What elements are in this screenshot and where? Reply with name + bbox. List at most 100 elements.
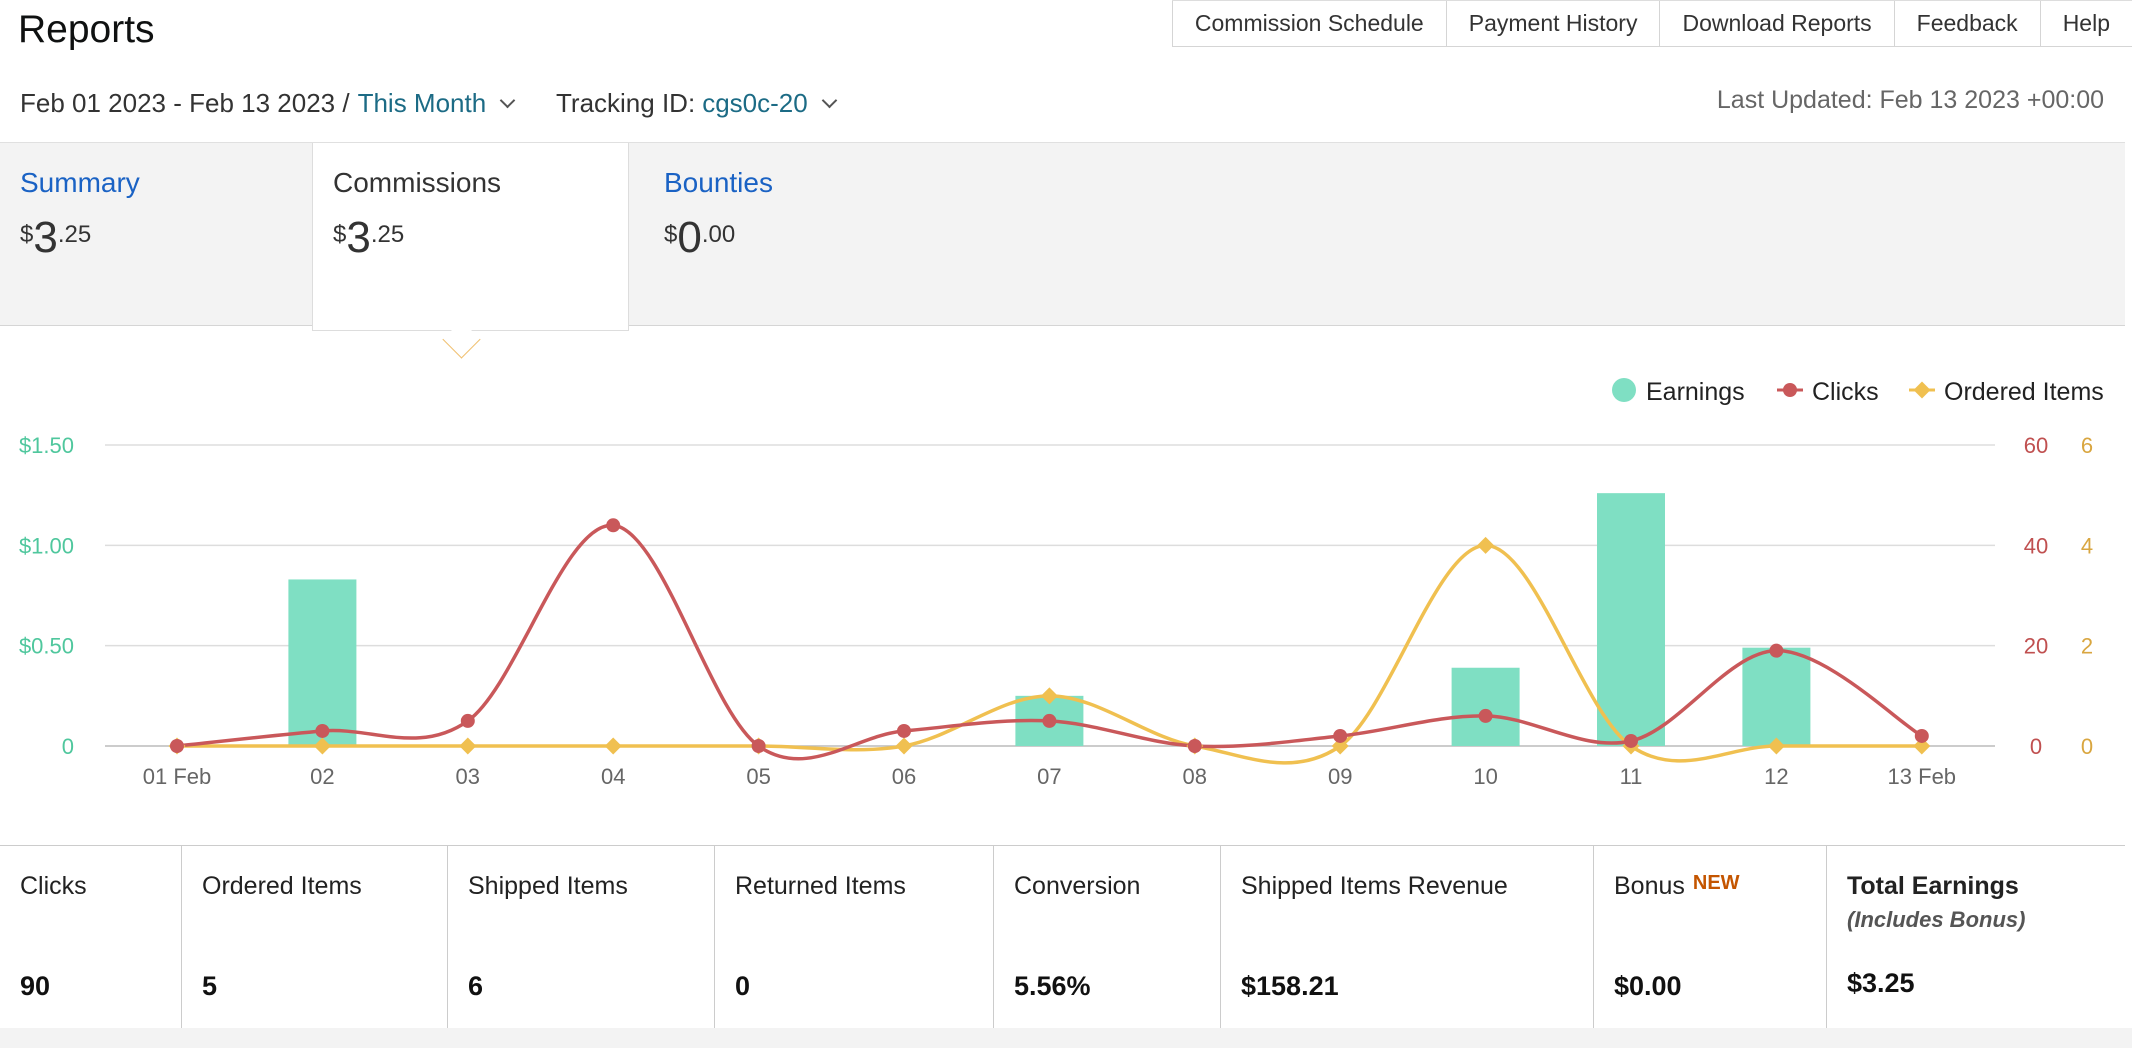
tab-feedback[interactable]: Feedback bbox=[1893, 1, 2040, 47]
x-tick-label: 10 bbox=[1473, 764, 1497, 789]
stat-conversion: Conversion 5.56% bbox=[994, 846, 1221, 1028]
bounties-tab[interactable]: Bounties $ 0 .00 bbox=[644, 143, 964, 325]
footer-band bbox=[0, 1028, 2132, 1048]
stat-shipped-revenue: Shipped Items Revenue $158.21 bbox=[1221, 846, 1594, 1028]
clicks-point bbox=[1914, 728, 1929, 743]
legend-marker-ordered bbox=[1913, 381, 1931, 399]
ordered-items-point bbox=[1477, 536, 1495, 554]
ordered-items-point bbox=[1331, 737, 1349, 755]
clicks-point bbox=[1769, 643, 1784, 658]
stat-label: Returned Items bbox=[735, 872, 906, 900]
clicks-point bbox=[315, 723, 330, 738]
x-tick-label: 08 bbox=[1183, 764, 1207, 789]
amount-fraction: .25 bbox=[57, 221, 92, 248]
currency-symbol: $ bbox=[20, 221, 34, 248]
x-tick-label: 02 bbox=[310, 764, 334, 789]
x-tick-label: 07 bbox=[1037, 764, 1061, 789]
clicks-point bbox=[1478, 708, 1493, 723]
clicks-point bbox=[1187, 739, 1202, 753]
period-dropdown[interactable]: This Month bbox=[357, 88, 487, 118]
amount-whole: 3 bbox=[346, 213, 371, 262]
tab-help[interactable]: Help bbox=[2039, 1, 2132, 47]
x-tick-label: 11 bbox=[1620, 764, 1643, 789]
stat-total-earnings: Total Earnings (Includes Bonus) $3.25 bbox=[1827, 846, 2125, 1028]
earnings-bar bbox=[1597, 493, 1665, 746]
stats-bar: Clicks 90 Ordered Items 5 Shipped Items … bbox=[0, 845, 2125, 1029]
clicks-point bbox=[751, 739, 766, 753]
y-right-ordered-tick-label: 6 bbox=[2081, 433, 2093, 458]
x-tick-label: 04 bbox=[601, 764, 625, 789]
header-tabs: Commission Schedule Payment History Down… bbox=[1171, 0, 2132, 48]
x-tick-label: 03 bbox=[456, 764, 480, 789]
tab-payment-history[interactable]: Payment History bbox=[1445, 1, 1660, 47]
clicks-point bbox=[1624, 733, 1638, 748]
stat-value: $3.25 bbox=[1847, 968, 1915, 998]
tracking-id-selector[interactable]: Tracking ID: cgs0c-20 bbox=[556, 88, 849, 119]
stat-label: Shipped Items Revenue bbox=[1241, 872, 1508, 900]
stat-ordered-items: Ordered Items 5 bbox=[182, 846, 448, 1028]
clicks-point bbox=[170, 739, 184, 753]
ordered-items-point bbox=[313, 737, 331, 755]
stat-value: 0 bbox=[735, 971, 751, 1001]
clicks-point bbox=[897, 723, 911, 738]
summary-label[interactable]: Summary bbox=[20, 167, 140, 198]
currency-symbol: $ bbox=[664, 221, 678, 248]
stat-label: Ordered Items bbox=[202, 872, 362, 900]
y-right-ordered-tick-label: 4 bbox=[2081, 533, 2093, 558]
x-tick-label: 13 Feb bbox=[1888, 764, 1957, 789]
chevron-down-icon[interactable] bbox=[821, 92, 837, 109]
x-tick-label: 12 bbox=[1764, 764, 1788, 789]
stat-value: 6 bbox=[468, 971, 484, 1001]
legend-marker-clicks bbox=[1783, 383, 1797, 397]
summary-band: Summary $ 3 .25 Commissions $ 3 .25 Boun… bbox=[0, 142, 2125, 331]
commissions-tab[interactable]: Commissions $ 3 .25 bbox=[312, 143, 629, 331]
x-tick-label: 05 bbox=[746, 764, 770, 789]
tracking-id-dropdown[interactable]: cgs0c-20 bbox=[702, 88, 808, 118]
stat-value: $0.00 bbox=[1614, 971, 1682, 1001]
stat-label: Clicks bbox=[20, 872, 87, 900]
ordered-items-point bbox=[895, 737, 913, 755]
currency-symbol: $ bbox=[333, 221, 347, 248]
ordered-items-point bbox=[604, 737, 622, 755]
y-right-clicks-tick-label: 40 bbox=[2024, 533, 2048, 558]
new-badge: NEW bbox=[1692, 872, 1740, 894]
stat-clicks: Clicks 90 bbox=[0, 846, 182, 1028]
stat-returned-items: Returned Items 0 bbox=[715, 846, 994, 1028]
y-left-tick-label: $1.50 bbox=[19, 433, 74, 458]
y-left-tick-label: $1.00 bbox=[19, 533, 74, 558]
bounties-amount: $ 0 .00 bbox=[664, 213, 944, 263]
stat-value: $158.21 bbox=[1241, 971, 1339, 1001]
legend-label: Ordered Items bbox=[1944, 378, 2104, 406]
y-right-clicks-tick-label: 0 bbox=[2030, 734, 2042, 759]
stat-shipped-items: Shipped Items 6 bbox=[448, 846, 715, 1028]
earnings-bar bbox=[1451, 667, 1520, 746]
ordered-items-point bbox=[459, 737, 477, 755]
legend-marker-earnings bbox=[1612, 378, 1636, 402]
date-range-text: Feb 01 2023 - Feb 13 2023 / bbox=[20, 88, 350, 118]
amount-fraction: .25 bbox=[370, 221, 405, 248]
clicks-point bbox=[1333, 728, 1348, 743]
stat-value: 5 bbox=[202, 971, 218, 1001]
x-tick-label: 06 bbox=[892, 764, 916, 789]
ordered-items-point bbox=[1767, 737, 1785, 755]
commissions-amount: $ 3 .25 bbox=[333, 213, 608, 263]
tab-commission-schedule[interactable]: Commission Schedule bbox=[1171, 1, 1446, 47]
y-left-tick-label: 0 bbox=[62, 734, 74, 759]
stat-label: Conversion bbox=[1014, 872, 1141, 900]
x-tick-label: 09 bbox=[1328, 764, 1352, 789]
clicks-point bbox=[606, 518, 621, 533]
stat-label-wrap: Bonus NEW bbox=[1614, 872, 1806, 901]
amount-fraction: .00 bbox=[701, 221, 736, 248]
summary-tab[interactable]: Summary $ 3 .25 bbox=[0, 143, 312, 325]
date-range-selector[interactable]: Feb 01 2023 - Feb 13 2023 / This Month bbox=[20, 88, 527, 119]
chevron-down-icon[interactable] bbox=[499, 92, 516, 109]
stat-value: 90 bbox=[20, 971, 51, 1001]
bounties-label[interactable]: Bounties bbox=[664, 167, 773, 198]
legend-label: Earnings bbox=[1646, 378, 1745, 406]
tab-download-reports[interactable]: Download Reports bbox=[1659, 1, 1894, 47]
amount-whole: 3 bbox=[33, 213, 58, 262]
stat-label: Bonus bbox=[1614, 872, 1685, 900]
ordered-items-point bbox=[1913, 737, 1931, 755]
tracking-label: Tracking ID: bbox=[556, 88, 696, 118]
